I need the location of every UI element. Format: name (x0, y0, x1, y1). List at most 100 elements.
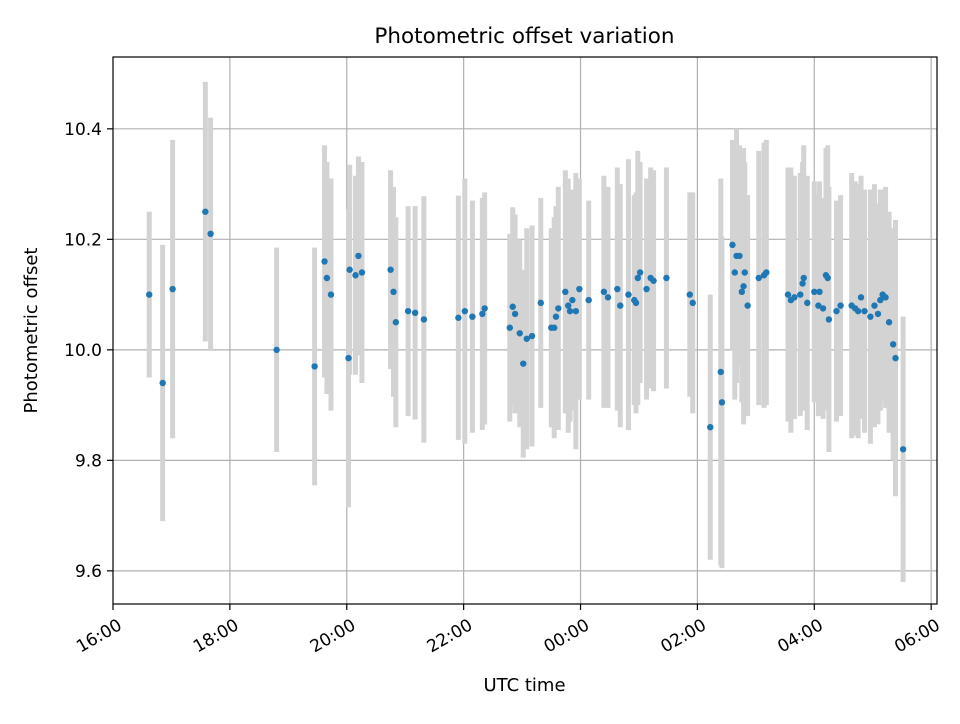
chart-title: Photometric offset variation (374, 24, 674, 49)
data-point (461, 307, 469, 315)
data-point (744, 302, 751, 309)
data-point (689, 299, 696, 307)
data-point (146, 291, 153, 298)
data-point (202, 208, 209, 215)
data-point (874, 310, 882, 318)
data-point (811, 288, 818, 296)
data-point (643, 285, 650, 293)
data-point (346, 266, 353, 273)
data-point (562, 288, 569, 296)
data-point (509, 303, 516, 310)
data-point (159, 379, 166, 387)
data-point (861, 307, 868, 315)
data-point (636, 269, 644, 276)
y-axis-label: Photometric offset (21, 248, 42, 414)
data-point (321, 258, 328, 265)
data-point (825, 316, 833, 323)
data-point (816, 288, 823, 296)
data-point (411, 309, 419, 317)
data-point (867, 313, 874, 320)
data-point (565, 302, 572, 309)
data-point (604, 294, 612, 301)
data-point (537, 299, 544, 307)
data-point (718, 399, 726, 406)
data-point (717, 368, 724, 376)
data-point (800, 274, 807, 282)
data-point (617, 302, 624, 309)
data-point (551, 324, 558, 331)
data-point (600, 288, 608, 296)
data-point (650, 277, 657, 284)
data-point (358, 269, 366, 276)
data-point (390, 288, 397, 296)
data-point (273, 346, 280, 354)
data-point (741, 269, 748, 276)
data-point (707, 423, 714, 431)
x-axis-label: UTC time (483, 675, 565, 696)
data-point (323, 274, 331, 282)
y-tick-label: 9.8 (75, 451, 102, 471)
data-point (877, 296, 884, 304)
data-point (632, 299, 640, 307)
data-point (555, 305, 562, 312)
y-axis-ticks: 9.6 9.8 10.0 10.2 10.4 (64, 120, 113, 582)
data-point (824, 274, 831, 282)
y-tick-label: 9.6 (75, 562, 102, 582)
data-point (791, 294, 798, 301)
data-point (585, 296, 592, 304)
data-point (523, 335, 530, 342)
y-tick-label: 10.0 (64, 341, 102, 361)
data-point (799, 280, 806, 287)
data-point (833, 307, 840, 315)
data-point (516, 330, 523, 337)
data-point (731, 269, 738, 276)
data-point (420, 316, 428, 323)
data-point (729, 241, 736, 249)
data-point (857, 294, 865, 301)
data-point (455, 314, 462, 321)
data-point (634, 274, 641, 282)
data-point (404, 307, 412, 315)
data-point (355, 252, 362, 260)
data-point (885, 319, 893, 326)
data-point (511, 310, 519, 318)
data-point (528, 332, 536, 340)
data-point (784, 291, 792, 298)
data-point (755, 274, 762, 282)
data-point (837, 302, 844, 309)
data-point (889, 341, 897, 348)
data-point (854, 307, 862, 315)
data-point (327, 291, 335, 298)
data-point (469, 313, 476, 320)
data-point (479, 310, 486, 318)
data-point (763, 269, 770, 276)
data-points (146, 208, 907, 453)
data-point (882, 294, 889, 301)
data-point (819, 305, 827, 312)
plot-frame (112, 56, 938, 605)
data-point (520, 360, 527, 367)
data-point (899, 446, 907, 453)
data-point (552, 313, 560, 320)
data-point (572, 307, 580, 315)
data-point (345, 354, 352, 362)
data-point (569, 296, 576, 304)
data-point (871, 302, 878, 309)
data-point (576, 285, 583, 293)
data-point (804, 299, 811, 307)
data-point (686, 291, 693, 298)
data-point (738, 288, 746, 296)
data-point (566, 307, 574, 315)
data-point (311, 363, 318, 370)
data-point (392, 319, 400, 326)
data-point (736, 252, 743, 260)
data-point (815, 302, 822, 309)
data-point (892, 354, 899, 362)
data-point (506, 324, 514, 331)
y-tick-label: 10.2 (64, 230, 102, 250)
data-point (625, 291, 632, 298)
data-point (387, 266, 394, 273)
data-point (614, 285, 621, 293)
data-point (481, 305, 488, 312)
